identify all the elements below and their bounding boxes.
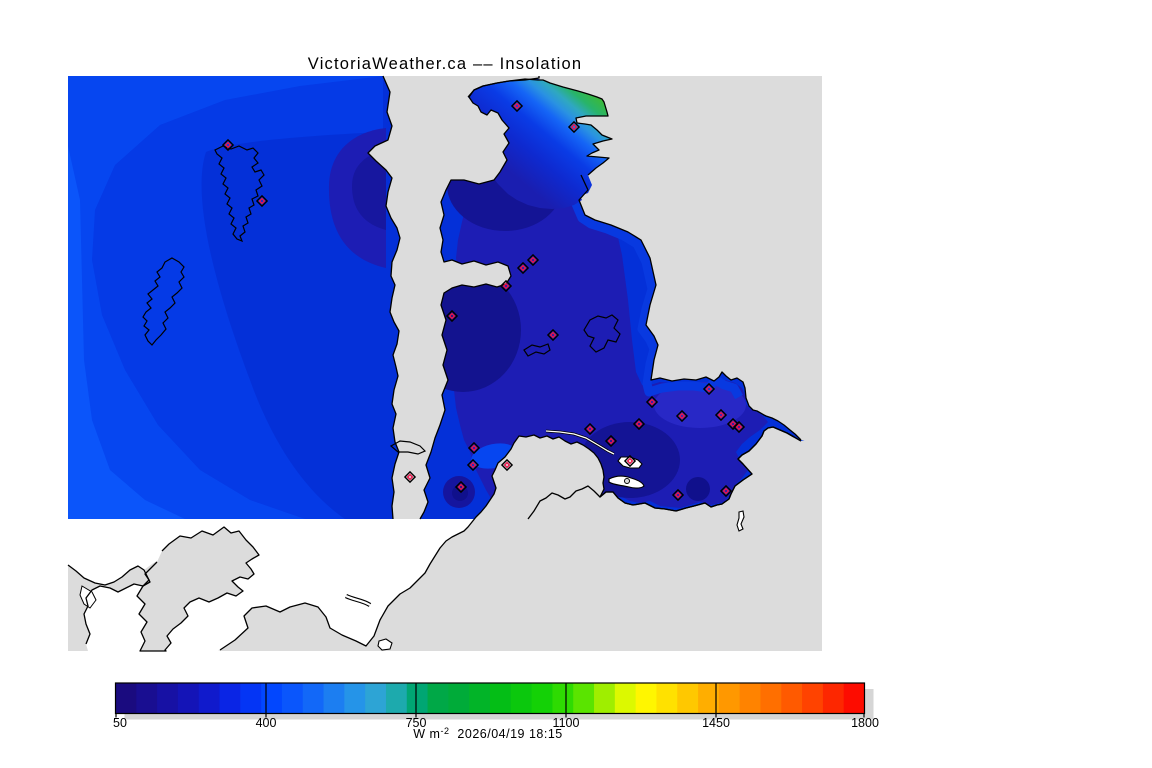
svg-text:1100: 1100 [553, 716, 580, 730]
svg-text:1800: 1800 [851, 716, 879, 730]
svg-text:400: 400 [256, 716, 277, 730]
svg-text:VictoriaWeather.ca –– Insolati: VictoriaWeather.ca –– Insolation [308, 55, 582, 73]
svg-text:750: 750 [406, 716, 427, 730]
svg-text:50: 50 [113, 716, 127, 730]
svg-text:W m-2 2026/04/19 18:15: W m-2 2026/04/19 18:15 [413, 726, 562, 741]
svg-text:1450: 1450 [702, 716, 730, 730]
